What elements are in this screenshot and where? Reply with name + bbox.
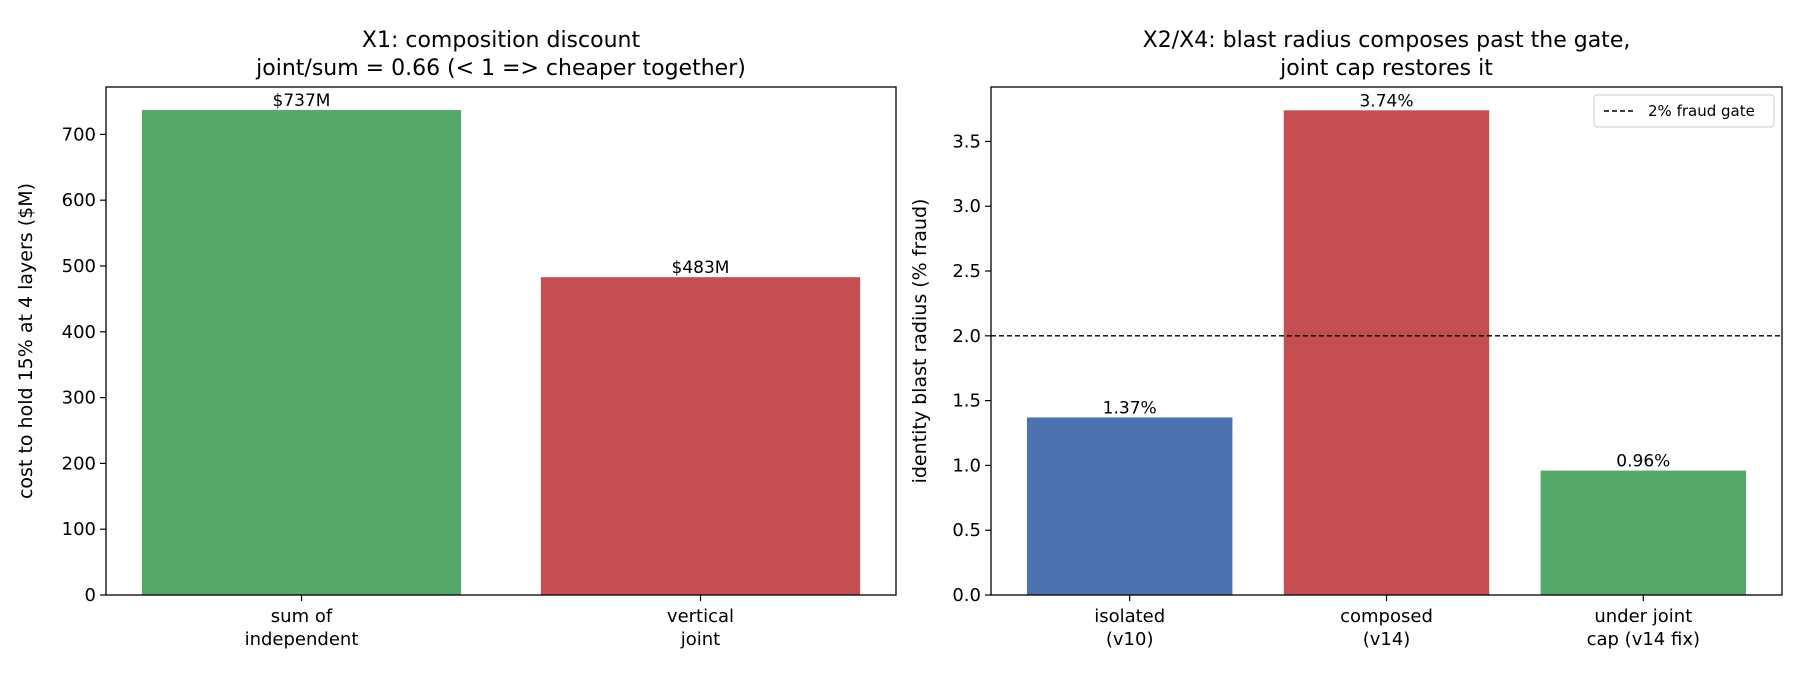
panel-title-line: X2/X4: blast radius composes past the ga… <box>1143 28 1631 53</box>
x-tick-label: (v10) <box>1106 629 1154 650</box>
y-tick-label: 100 <box>62 519 96 540</box>
y-tick-label: 300 <box>62 388 96 409</box>
x-tick-label: under joint <box>1594 606 1692 627</box>
x-tick-label: vertical <box>667 606 734 627</box>
x-tick-label: cap (v14 fix) <box>1587 629 1700 650</box>
panel-title-line: joint/sum = 0.66 (< 1 => cheaper togethe… <box>255 56 746 81</box>
legend-entry-label: 2% fraud gate <box>1648 102 1755 120</box>
y-tick-label: 3.5 <box>952 131 981 152</box>
x-tick-label: isolated <box>1094 606 1165 627</box>
y-tick-label: 0.0 <box>952 585 981 606</box>
x-tick-label: independent <box>245 629 359 650</box>
bar-data-label: $737M <box>273 91 331 111</box>
x-tick-label: composed <box>1340 606 1433 627</box>
legend-box <box>1593 94 1775 128</box>
x-tick-label: (v14) <box>1363 629 1411 650</box>
bar <box>1283 110 1490 595</box>
y-tick-label: 2.5 <box>952 261 981 282</box>
bar <box>540 277 861 595</box>
y-tick-label: 2.0 <box>952 326 981 347</box>
y-tick-label: 200 <box>62 453 96 474</box>
plot-frame <box>105 86 897 596</box>
y-tick-label: 0 <box>85 585 96 606</box>
y-tick-label: 1.0 <box>952 455 981 476</box>
bar <box>1540 470 1747 595</box>
y-tick-label: 0.5 <box>952 520 981 541</box>
bar <box>141 110 462 595</box>
bar-data-label: 3.74% <box>1359 91 1413 111</box>
bar-data-label: 1.37% <box>1103 398 1157 418</box>
x-tick-label: sum of <box>271 606 333 627</box>
y-tick-label: 600 <box>62 190 96 211</box>
bar-data-label: $483M <box>672 258 730 278</box>
y-tick-label: 400 <box>62 322 96 343</box>
y-tick-label: 500 <box>62 256 96 277</box>
y-tick-label: 1.5 <box>952 391 981 412</box>
x-tick-label: joint <box>680 629 720 650</box>
bar <box>1026 417 1233 595</box>
bar-data-label: 0.96% <box>1616 452 1670 472</box>
plot-frame <box>990 86 1783 596</box>
panel-title-line: X1: composition discount <box>362 28 641 53</box>
y-tick-label: 700 <box>62 124 96 145</box>
y-axis-label: identity blast radius (% fraud) <box>909 199 931 484</box>
y-tick-label: 3.0 <box>952 196 981 217</box>
panel-title-line: joint cap restores it <box>1279 56 1493 81</box>
y-axis-label: cost to hold 15% at 4 layers ($M) <box>15 183 37 499</box>
